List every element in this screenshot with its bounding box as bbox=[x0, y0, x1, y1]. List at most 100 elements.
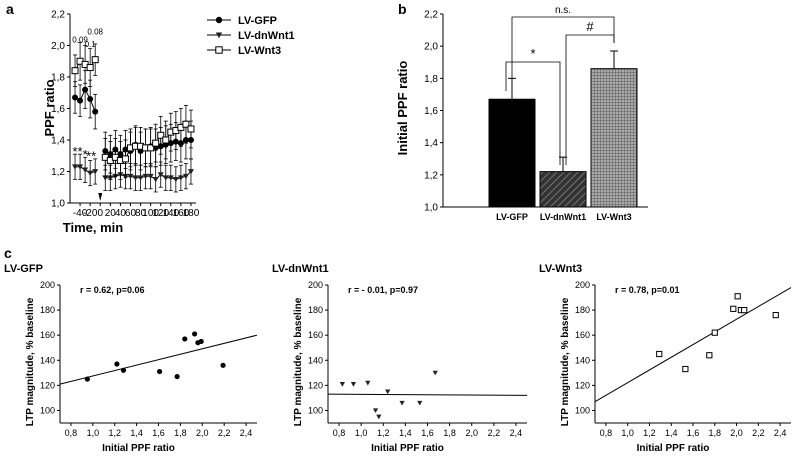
panel-c-point bbox=[682, 365, 689, 373]
panel-c-point bbox=[741, 306, 748, 314]
panel-b-significance-bracket bbox=[565, 34, 615, 165]
panel-c-x-tick-label: 1,6 bbox=[421, 428, 434, 438]
panel-b-bar-chart: b Initial PPF ratio 1,0 1,2 1,4 1,6 1,8 2,0 2,… bbox=[395, 1, 648, 222]
panel-c-point bbox=[376, 414, 382, 420]
panel-c-plot-LV-dnWnt1: LV-dnWnt1 r = - 0.01, p=0.97 100 120 140 160 1… bbox=[272, 263, 528, 454]
panel-c-point bbox=[734, 293, 741, 300]
panel-c-point bbox=[220, 362, 226, 368]
panel-c-stat: r = 0.78, p=0.01 bbox=[615, 285, 680, 295]
panel-c-point bbox=[772, 312, 779, 319]
panel-a-point bbox=[82, 86, 89, 93]
panel-c-y-tick-label: 200 bbox=[40, 280, 55, 290]
panel-a-point bbox=[157, 172, 164, 178]
panel-c-y-tick-label: 200 bbox=[308, 280, 323, 290]
panel-a-y-tick-label: 2,0 bbox=[51, 41, 65, 52]
panel-c-fit-line bbox=[594, 287, 792, 403]
panel-a-point bbox=[142, 173, 149, 180]
panel-c-ylabel: LTP magnitude, % baseline bbox=[25, 297, 36, 426]
legend-label: LV-GFP bbox=[238, 15, 277, 27]
panel-a-x-tick-label: 140 bbox=[162, 208, 179, 219]
panel-c-y-tick-label: 120 bbox=[40, 380, 55, 390]
panel-a-point bbox=[147, 173, 154, 180]
panel-a-x-tick-label: 100 bbox=[142, 208, 159, 219]
panel-c-x-tick-label: 0,8 bbox=[333, 428, 346, 438]
panel-c-y-tick-label: 180 bbox=[40, 305, 55, 315]
panel-c-x-tick-label: 2,4 bbox=[774, 428, 787, 438]
panel-a-point bbox=[157, 131, 165, 139]
panel-a-y-tick-label: 1,2 bbox=[51, 167, 65, 178]
panel-a-legend: LV-GFP LV-dnWnt1 LV-Wnt3 bbox=[207, 15, 295, 57]
panel-c-x-tick-label: 0,8 bbox=[600, 428, 613, 438]
legend-marker bbox=[215, 32, 223, 39]
panel-a-x-tick-label: 0 bbox=[97, 208, 103, 219]
panel-a-y-tick-label: 1,4 bbox=[51, 136, 65, 147]
panel-a-point bbox=[82, 167, 89, 173]
panel-c-point bbox=[711, 329, 718, 336]
panel-c-ylabel: LTP magnitude, % baseline bbox=[560, 297, 571, 426]
panel-a-point bbox=[162, 136, 170, 144]
panel-a-point bbox=[72, 94, 79, 101]
panel-c-x-tick-label: 2,2 bbox=[488, 428, 501, 438]
panel-b-category-label: LV-dnWnt1 bbox=[540, 212, 586, 222]
panel-a-ylabel: PPF ratio bbox=[42, 79, 57, 136]
panel-a-point bbox=[77, 164, 84, 170]
panel-a-point bbox=[91, 56, 99, 64]
panel-c-x-tick-label: 2,2 bbox=[752, 428, 765, 438]
panel-c-point bbox=[706, 352, 713, 359]
panel-a-point bbox=[102, 175, 109, 181]
legend-label: LV-dnWnt1 bbox=[238, 30, 295, 42]
legend-marker bbox=[215, 16, 223, 24]
panel-a-x-tick-label: 20 bbox=[105, 208, 117, 219]
panel-c-x-tick-label: 1,2 bbox=[108, 428, 121, 438]
panel-a-point bbox=[162, 175, 169, 181]
panel-c-x-tick-label: 1,2 bbox=[643, 428, 656, 438]
panel-a-annotation: * bbox=[83, 147, 88, 162]
panel-b-y-tick-label: 2,0 bbox=[424, 42, 438, 53]
panel-c-y-tick-label: 160 bbox=[575, 330, 590, 340]
panel-c-title: LV-Wnt3 bbox=[539, 263, 582, 275]
panel-c-scatter-charts: c LV-GFP r = 0.62, p=0.06 100 120 140 160 180 2… bbox=[4, 245, 792, 454]
panel-a-point bbox=[71, 67, 79, 75]
panel-a-annotation: 0.09 bbox=[72, 35, 88, 44]
panel-c-point bbox=[365, 380, 371, 386]
panel-b-y-tick-label: 1,8 bbox=[424, 74, 438, 85]
panel-c-ylabel: LTP magnitude, % baseline bbox=[293, 297, 304, 426]
panel-a-x-tick-label: -40 bbox=[73, 208, 88, 219]
panel-a-y-tick-label: 1,8 bbox=[51, 73, 65, 84]
panel-a-x-tick-label: 160 bbox=[173, 208, 190, 219]
panel-a-point bbox=[92, 169, 99, 175]
panel-c-y-tick-label: 160 bbox=[40, 330, 55, 340]
panel-c-y-tick-label: 140 bbox=[40, 355, 55, 365]
panel-a-annotation: ** bbox=[72, 144, 82, 159]
panel-a-annotation: ** bbox=[86, 148, 96, 163]
panel-c-xlabel: Initial PPF ratio bbox=[371, 443, 444, 454]
panel-b-bar-LV-Wnt3 bbox=[590, 68, 638, 208]
panel-b-y-tick-label: 2,2 bbox=[424, 10, 438, 21]
panel-a-annotation: 0.1 bbox=[85, 40, 97, 49]
panel-c-y-tick-label: 100 bbox=[308, 405, 323, 415]
panel-c-point bbox=[174, 373, 180, 380]
panel-c-x-tick-label: 1,4 bbox=[399, 428, 412, 438]
legend-label: LV-Wnt3 bbox=[238, 45, 281, 57]
panel-a-y-tick-label: 2,2 bbox=[51, 10, 65, 21]
panel-c-point bbox=[372, 408, 379, 414]
panel-c-y-tick-label: 140 bbox=[575, 355, 590, 365]
panel-a-x-tick-label: 40 bbox=[115, 208, 127, 219]
panel-c-point bbox=[198, 338, 204, 345]
panel-c-x-tick-label: 1,0 bbox=[621, 428, 634, 438]
panel-c-x-tick-label: 1,6 bbox=[687, 428, 700, 438]
panel-a-x-tick-label: 80 bbox=[135, 208, 147, 219]
panel-a-xlabel: Time, min bbox=[63, 220, 124, 235]
panel-c-x-tick-label: 1,8 bbox=[709, 428, 722, 438]
panel-c-y-tick-label: 180 bbox=[308, 305, 323, 315]
panel-b-significance-bracket bbox=[505, 61, 561, 165]
panel-a-annotation: 0.08 bbox=[87, 27, 103, 36]
panel-a-x-tick-label: 120 bbox=[152, 208, 169, 219]
panel-c-y-tick-label: 140 bbox=[308, 355, 323, 365]
panel-a-point bbox=[86, 64, 94, 72]
panel-c-x-tick-label: 1,0 bbox=[355, 428, 368, 438]
panel-b-bar-LV-dnWnt1 bbox=[539, 171, 587, 208]
panel-c-point bbox=[84, 376, 90, 382]
panel-c-x-tick-label: 2,0 bbox=[465, 428, 478, 438]
